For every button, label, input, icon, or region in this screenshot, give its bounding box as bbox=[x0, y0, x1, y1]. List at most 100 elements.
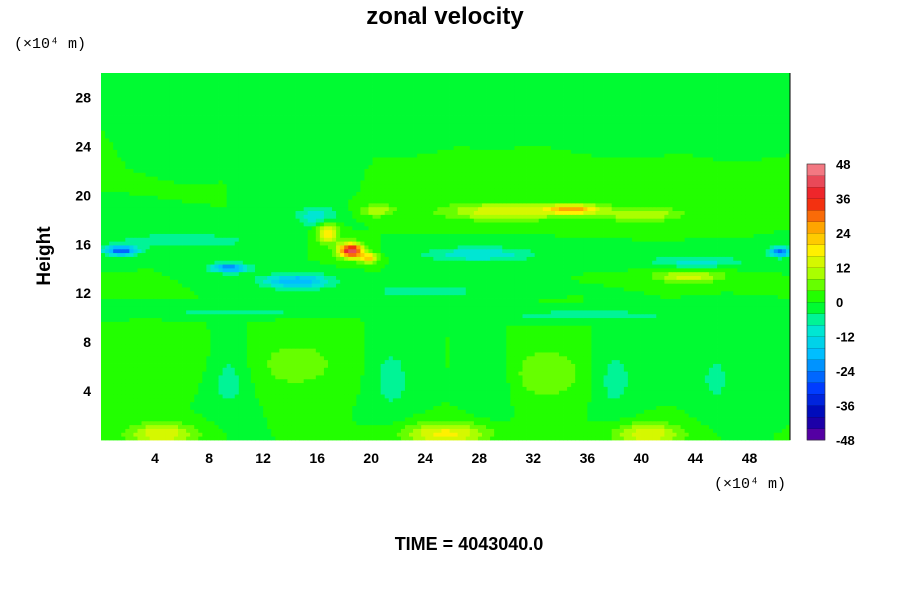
heatmap-cell bbox=[591, 344, 596, 349]
heatmap-cell bbox=[526, 401, 532, 406]
heatmap-cell bbox=[514, 390, 519, 395]
heatmap-cell bbox=[481, 424, 487, 429]
heatmap-cell bbox=[113, 340, 118, 345]
heatmap-cell bbox=[198, 386, 203, 391]
heatmap-cell bbox=[113, 413, 118, 418]
heatmap-cell bbox=[186, 348, 191, 353]
heatmap-cell bbox=[218, 401, 223, 406]
heatmap-cell bbox=[579, 436, 584, 441]
heatmap-cell bbox=[271, 355, 276, 361]
heatmap-cell bbox=[368, 329, 373, 334]
heatmap-cell bbox=[396, 382, 402, 387]
heatmap-cell bbox=[101, 432, 106, 437]
heatmap-cell bbox=[409, 401, 414, 406]
heatmap-cell bbox=[368, 363, 373, 368]
heatmap-cell bbox=[194, 367, 199, 372]
heatmap-cell bbox=[510, 420, 515, 426]
heatmap-cell bbox=[502, 409, 507, 414]
heatmap-cell bbox=[785, 348, 791, 353]
heatmap-cell bbox=[336, 386, 341, 391]
heatmap-cell bbox=[396, 390, 402, 395]
heatmap-cell bbox=[137, 325, 142, 330]
heatmap-cell bbox=[700, 382, 706, 387]
heatmap-cell bbox=[182, 397, 187, 403]
heatmap-cell bbox=[498, 363, 503, 368]
heatmap-cell bbox=[506, 332, 511, 338]
heatmap-cell bbox=[315, 424, 321, 429]
heatmap-cell bbox=[603, 386, 609, 391]
heatmap-cell bbox=[542, 378, 548, 384]
heatmap-cell bbox=[137, 375, 142, 380]
heatmap-cell bbox=[644, 336, 649, 341]
heatmap-cell bbox=[700, 340, 706, 345]
heatmap-cell bbox=[105, 432, 110, 437]
heatmap-cell bbox=[510, 359, 515, 364]
heatmap-cell bbox=[676, 394, 681, 399]
heatmap-cell bbox=[733, 409, 738, 414]
heatmap-cell bbox=[688, 352, 694, 357]
heatmap-cell bbox=[178, 336, 183, 341]
heatmap-cell bbox=[721, 371, 726, 376]
heatmap-cell bbox=[761, 363, 767, 368]
heatmap-cell bbox=[473, 413, 479, 418]
heatmap-cell bbox=[165, 348, 171, 353]
heatmap-cell bbox=[672, 401, 677, 406]
heatmap-cell bbox=[486, 332, 491, 338]
heatmap-cell bbox=[226, 355, 232, 361]
heatmap-cell bbox=[186, 397, 191, 403]
heatmap-cell bbox=[101, 367, 106, 372]
heatmap-cell bbox=[498, 386, 503, 391]
heatmap-cell bbox=[433, 428, 438, 433]
heatmap-cell bbox=[465, 378, 471, 384]
heatmap-cell bbox=[534, 375, 540, 380]
heatmap-cell bbox=[246, 436, 252, 441]
heatmap-cell bbox=[502, 332, 507, 338]
heatmap-cell bbox=[672, 378, 677, 384]
heatmap-cell bbox=[279, 390, 284, 395]
heatmap-cell bbox=[356, 367, 361, 372]
heatmap-cell bbox=[700, 344, 706, 349]
heatmap-cell bbox=[149, 329, 155, 334]
heatmap-cell bbox=[340, 363, 345, 368]
heatmap-cell bbox=[522, 417, 527, 422]
heatmap-cell bbox=[717, 352, 722, 357]
heatmap-cell bbox=[234, 413, 240, 418]
heatmap-cell bbox=[417, 329, 422, 334]
heatmap-cell bbox=[210, 409, 215, 414]
heatmap-cell bbox=[660, 355, 665, 361]
heatmap-cell bbox=[404, 344, 410, 349]
heatmap-cell bbox=[421, 386, 426, 391]
heatmap-cell bbox=[700, 436, 706, 441]
heatmap-cell bbox=[303, 401, 309, 406]
heatmap-cell bbox=[465, 329, 471, 334]
heatmap-cell bbox=[506, 413, 511, 418]
heatmap-cell bbox=[137, 428, 142, 433]
heatmap-cell bbox=[502, 344, 507, 349]
heatmap-cell bbox=[733, 413, 738, 418]
heatmap-cell bbox=[417, 413, 422, 418]
heatmap-cell bbox=[749, 363, 754, 368]
heatmap-cell bbox=[506, 397, 511, 403]
heatmap-cell bbox=[664, 375, 669, 380]
heatmap-cell bbox=[554, 340, 560, 345]
heatmap-cell bbox=[323, 340, 329, 345]
heatmap-cell bbox=[271, 329, 276, 334]
heatmap-cell bbox=[392, 420, 398, 426]
heatmap-cell bbox=[571, 417, 576, 422]
heatmap-cell bbox=[263, 394, 268, 399]
heatmap-cell bbox=[757, 428, 763, 433]
heatmap-cell bbox=[250, 409, 256, 414]
heatmap-cell bbox=[550, 424, 556, 429]
heatmap-cell bbox=[745, 344, 750, 349]
heatmap-cell bbox=[664, 371, 669, 376]
heatmap-cell bbox=[644, 401, 649, 406]
heatmap-cell bbox=[259, 336, 264, 341]
heatmap-cell bbox=[421, 378, 426, 384]
heatmap-cell bbox=[757, 352, 763, 357]
heatmap-cell bbox=[619, 359, 625, 364]
heatmap-cell bbox=[688, 378, 694, 384]
heatmap-cell bbox=[214, 424, 219, 429]
heatmap-cell bbox=[554, 424, 560, 429]
heatmap-cell bbox=[563, 375, 568, 380]
heatmap-cell bbox=[445, 424, 450, 429]
